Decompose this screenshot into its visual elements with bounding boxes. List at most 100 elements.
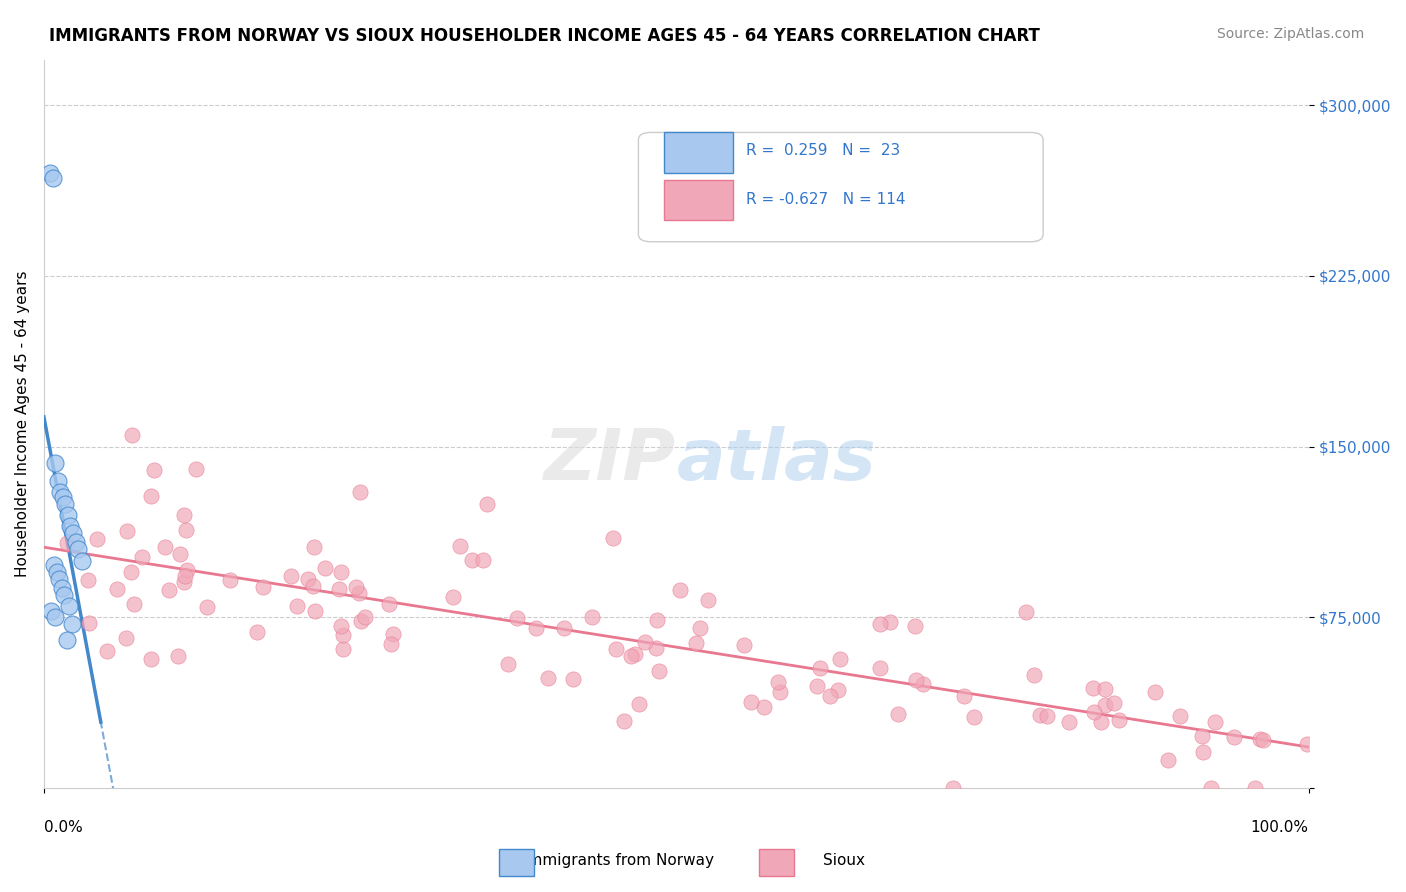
Text: R =  0.259   N =  23: R = 0.259 N = 23 bbox=[747, 144, 900, 158]
Text: atlas: atlas bbox=[676, 425, 876, 495]
Point bbox=[1168, 709, 1191, 723]
Point bbox=[1192, 745, 1215, 759]
Text: Sioux: Sioux bbox=[823, 854, 865, 868]
Point bbox=[648, 664, 671, 678]
Point bbox=[471, 553, 494, 567]
Point bbox=[602, 531, 624, 545]
FancyBboxPatch shape bbox=[664, 180, 734, 220]
Point bbox=[380, 637, 402, 651]
Text: 100.0%: 100.0% bbox=[1251, 820, 1309, 835]
Point bbox=[818, 689, 841, 703]
Point bbox=[449, 540, 471, 554]
Text: IMMIGRANTS FROM NORWAY VS SIOUX HOUSEHOLDER INCOME AGES 45 - 64 YEARS CORRELATIO: IMMIGRANTS FROM NORWAY VS SIOUX HOUSEHOL… bbox=[49, 27, 1040, 45]
Point bbox=[86, 532, 108, 546]
Point bbox=[377, 597, 399, 611]
Point bbox=[59, 519, 82, 533]
Point bbox=[1156, 753, 1178, 767]
Point bbox=[524, 621, 547, 635]
Point bbox=[806, 679, 828, 693]
Point bbox=[952, 689, 974, 703]
Point bbox=[769, 684, 792, 698]
Point bbox=[45, 565, 67, 579]
Point bbox=[347, 585, 370, 599]
Point bbox=[121, 428, 143, 442]
Point bbox=[645, 640, 668, 655]
Point bbox=[173, 574, 195, 589]
Point bbox=[904, 673, 927, 688]
FancyBboxPatch shape bbox=[638, 132, 1043, 242]
Point bbox=[553, 622, 575, 636]
Point bbox=[55, 497, 77, 511]
Point bbox=[697, 592, 720, 607]
Point bbox=[301, 579, 323, 593]
Text: R = -0.627   N = 114: R = -0.627 N = 114 bbox=[747, 192, 905, 207]
Point bbox=[962, 710, 984, 724]
Point bbox=[49, 485, 72, 500]
Point bbox=[1191, 729, 1213, 743]
Text: Immigrants from Norway: Immigrants from Norway bbox=[523, 854, 714, 868]
Point bbox=[1222, 730, 1244, 744]
Point bbox=[143, 463, 166, 477]
Point bbox=[620, 649, 643, 664]
Point bbox=[869, 616, 891, 631]
Point bbox=[285, 599, 308, 613]
Point bbox=[827, 682, 849, 697]
Point bbox=[1243, 781, 1265, 796]
Point bbox=[349, 614, 371, 628]
Point bbox=[1094, 698, 1116, 713]
Point bbox=[173, 569, 195, 583]
Point bbox=[166, 649, 188, 664]
Point bbox=[768, 675, 790, 690]
Point bbox=[869, 661, 891, 675]
Point bbox=[330, 565, 353, 579]
Point bbox=[1108, 713, 1130, 727]
Point bbox=[1090, 714, 1112, 729]
Point bbox=[252, 580, 274, 594]
Point bbox=[328, 582, 350, 597]
Point bbox=[628, 697, 651, 711]
Y-axis label: Householder Income Ages 45 - 64 years: Householder Income Ages 45 - 64 years bbox=[15, 270, 30, 577]
Point bbox=[55, 633, 77, 648]
Point bbox=[76, 574, 98, 588]
Point bbox=[122, 597, 145, 611]
Text: Source: ZipAtlas.com: Source: ZipAtlas.com bbox=[1216, 27, 1364, 41]
Point bbox=[1094, 682, 1116, 697]
Point bbox=[613, 714, 636, 728]
Point bbox=[1143, 684, 1166, 698]
Point bbox=[808, 661, 831, 675]
Point bbox=[115, 524, 138, 538]
Point bbox=[195, 599, 218, 614]
Point bbox=[537, 671, 560, 685]
Point bbox=[441, 590, 464, 604]
Point bbox=[77, 616, 100, 631]
Point bbox=[53, 588, 76, 602]
Point bbox=[157, 582, 180, 597]
Point bbox=[685, 636, 707, 650]
Point bbox=[887, 706, 910, 721]
Point bbox=[496, 657, 519, 672]
Point bbox=[131, 550, 153, 565]
Point bbox=[96, 643, 118, 657]
Point bbox=[42, 171, 65, 186]
Point bbox=[70, 553, 93, 567]
Point bbox=[1296, 737, 1319, 751]
Point bbox=[879, 615, 901, 629]
Point bbox=[904, 619, 927, 633]
Point bbox=[740, 695, 762, 709]
Point bbox=[1102, 696, 1125, 710]
Point bbox=[382, 627, 405, 641]
Point bbox=[1083, 705, 1105, 719]
Point bbox=[475, 497, 498, 511]
Point bbox=[44, 456, 66, 470]
Point bbox=[39, 166, 62, 180]
Point bbox=[332, 627, 354, 641]
Point bbox=[332, 641, 354, 656]
Point bbox=[62, 526, 84, 541]
Point bbox=[174, 523, 197, 537]
Point bbox=[58, 599, 80, 613]
Point bbox=[1204, 714, 1226, 729]
Point bbox=[830, 652, 852, 666]
Point bbox=[304, 604, 326, 618]
Point bbox=[752, 700, 775, 714]
Point bbox=[1029, 708, 1052, 723]
